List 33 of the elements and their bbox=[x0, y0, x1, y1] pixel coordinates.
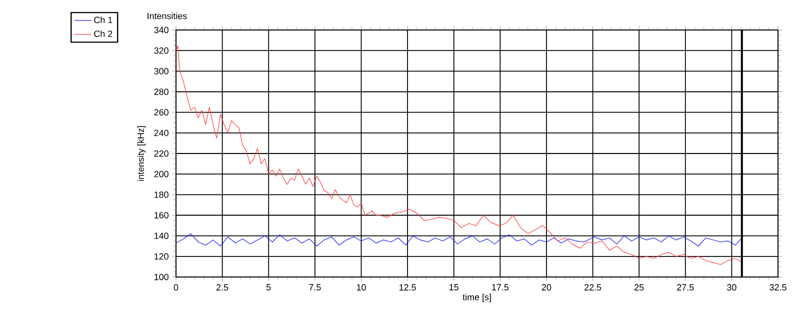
y-tick-label: 240 bbox=[154, 130, 168, 136]
y-tick-label: 180 bbox=[154, 191, 168, 198]
x-tick-label: 17.5 bbox=[492, 284, 509, 290]
y-tick-label: 120 bbox=[154, 253, 168, 260]
y-tick-label: 260 bbox=[154, 109, 168, 116]
x-tick-label: 5 bbox=[266, 284, 271, 290]
x-tick-label: 20 bbox=[542, 284, 552, 291]
x-tick-label: 0 bbox=[174, 284, 178, 291]
x-tick-label: 10 bbox=[356, 284, 366, 291]
y-tick-label: 340 bbox=[154, 26, 168, 34]
y-axis-title: intensity [kHz] bbox=[137, 126, 146, 181]
x-tick-label: 7.5 bbox=[309, 284, 321, 290]
legend-label: Ch 2 bbox=[94, 30, 112, 37]
chart-title: Intensities bbox=[148, 12, 187, 20]
y-tick-label: 200 bbox=[154, 170, 168, 178]
x-tick-label: 12.5 bbox=[400, 284, 416, 291]
y-tick-label: 140 bbox=[154, 232, 168, 240]
line-series bbox=[176, 45, 744, 265]
x-axis-title: time [s] bbox=[462, 294, 491, 302]
x-tick-label: 2.5 bbox=[216, 284, 228, 291]
y-tick-label: 320 bbox=[154, 47, 168, 54]
legend-label: Ch 1 bbox=[94, 16, 112, 24]
y-tick-label: 160 bbox=[154, 212, 168, 218]
x-tick-label: 22.5 bbox=[584, 284, 602, 291]
x-tick-label: 25 bbox=[634, 284, 644, 291]
x-tick-label: 32.5 bbox=[770, 284, 786, 291]
x-tick-label: 30 bbox=[727, 284, 736, 291]
y-tick-label: 280 bbox=[154, 88, 168, 95]
y-tick-label: 220 bbox=[154, 150, 168, 157]
x-tick-label: 15 bbox=[450, 284, 458, 290]
y-tick-label: 100 bbox=[154, 274, 168, 280]
y-tick-label: 300 bbox=[154, 68, 168, 74]
x-tick-label: 27.5 bbox=[677, 284, 694, 291]
